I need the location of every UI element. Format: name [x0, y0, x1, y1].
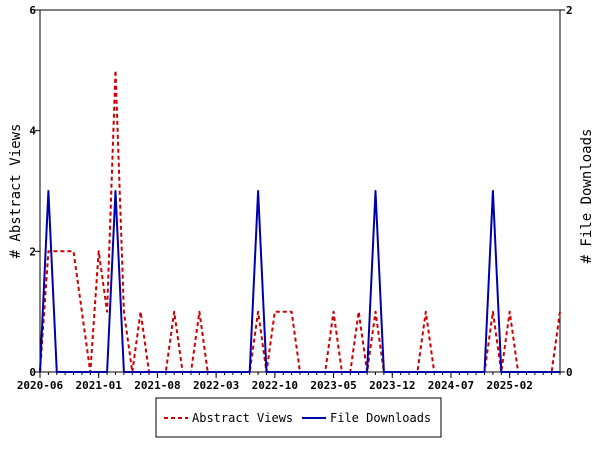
series-line-file-downloads	[39, 190, 560, 373]
y-tick-label: 2	[29, 245, 36, 258]
x-tick-label: 2022-10	[252, 379, 298, 392]
y-tick-label: 6	[29, 4, 36, 17]
x-tick-label: 2025-02	[486, 379, 532, 392]
legend: Abstract Views File Downloads	[155, 397, 442, 438]
y2-tick-label: 2	[566, 4, 573, 17]
x-tick-label: 2024-07	[428, 379, 474, 392]
x-tick-label: 2023-12	[369, 379, 415, 392]
legend-label-abstract-views: Abstract Views	[192, 411, 293, 425]
legend-box	[155, 397, 442, 438]
axis-ticks: 2020-06 2021-01 2021-08 2022-03 2022-10 2023-…	[17, 4, 573, 392]
y2-axis-title: # File Downloads	[579, 129, 595, 264]
y-tick-label: 0	[29, 366, 36, 379]
y2-tick-label: 0	[566, 366, 573, 379]
plot-area	[39, 9, 561, 373]
y-axis-title: # Abstract Views	[8, 124, 24, 259]
y-tick-label: 4	[29, 125, 36, 138]
x-tick-label: 2020-06	[17, 379, 64, 392]
x-tick-label: 2022-03	[193, 379, 239, 392]
x-tick-label: 2021-08	[134, 379, 180, 392]
series-line-abstract-views	[39, 69, 561, 373]
x-tick-label: 2021-01	[76, 379, 123, 392]
legend-label-file-downloads: File Downloads	[330, 411, 431, 425]
series-layer	[39, 69, 561, 373]
x-tick-label: 2023-05	[310, 379, 356, 392]
